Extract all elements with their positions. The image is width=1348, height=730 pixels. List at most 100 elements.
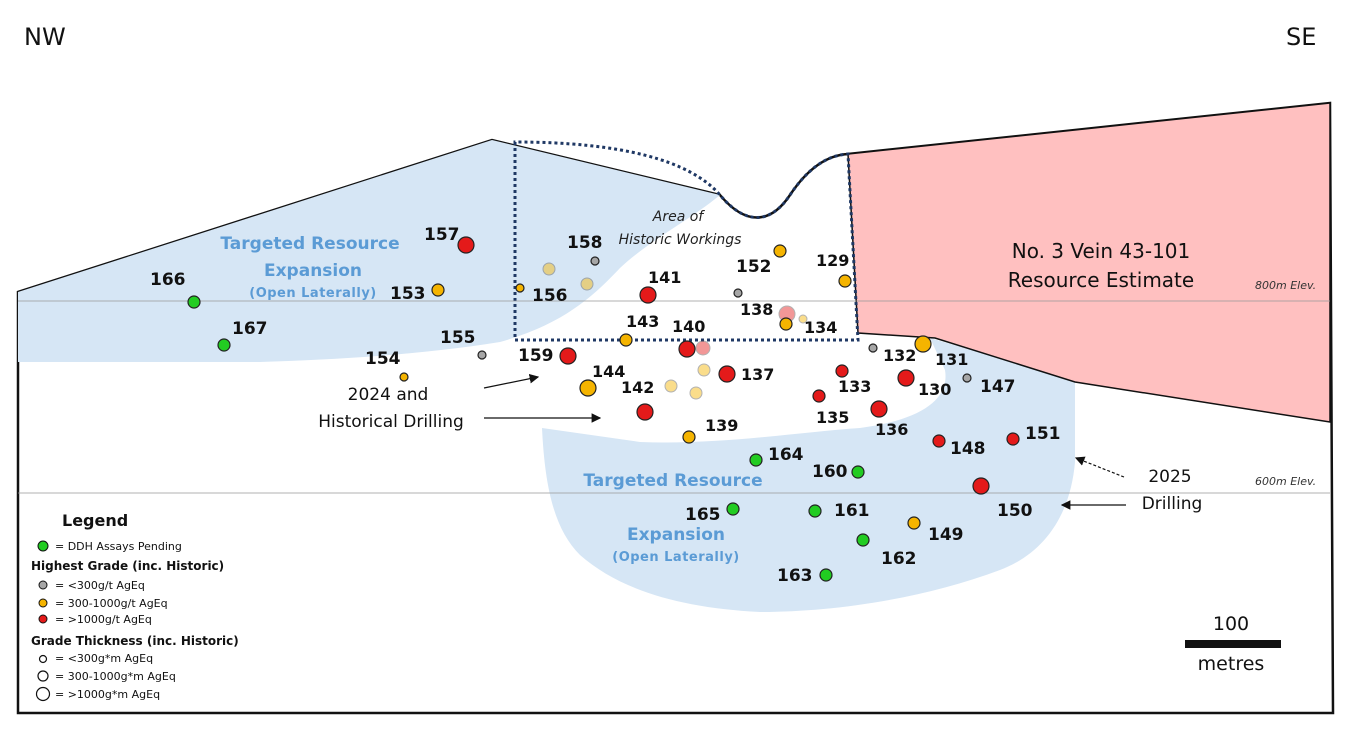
lower-zone-subtitle: (Open Laterally) <box>612 550 740 565</box>
drillhole-136-marker <box>870 400 888 418</box>
drillhole-129-marker <box>838 274 852 288</box>
drillhole-157-marker <box>457 236 475 254</box>
drillhole-144-label: 144 <box>592 362 625 381</box>
callout-2024-line2: Historical Drilling <box>318 412 464 432</box>
drillhole-153-label: 153 <box>390 284 426 304</box>
legend-thickness-medium-symbol <box>37 670 49 682</box>
lower-expansion-zone <box>542 338 1075 612</box>
drillhole-149-marker <box>907 516 921 530</box>
drillhole-140-marker <box>678 340 696 358</box>
drillhole-166-label: 166 <box>150 270 186 290</box>
callout-2024-arrow-1 <box>483 373 540 389</box>
drillhole-143-marker <box>619 333 633 347</box>
drillhole-147-label: 147 <box>980 377 1016 397</box>
drillhole-162-marker <box>856 533 870 547</box>
legend-thickness-medium-label: = 300-1000g*m AgEq <box>55 670 176 683</box>
callout-2025-arrow-1 <box>1074 456 1125 478</box>
drillhole-133-label: 133 <box>838 377 871 396</box>
elevation-label-800: 800m Elev. <box>1255 279 1316 292</box>
drillhole-137-marker <box>718 365 736 383</box>
legend-thickness-small-label: = <300g*m AgEq <box>55 652 153 665</box>
drillhole-130-label: 130 <box>918 380 951 399</box>
drillhole-149-label: 149 <box>928 525 964 545</box>
drillhole-135-marker <box>812 389 826 403</box>
legend-pending-symbol <box>37 540 49 552</box>
drillhole-167-label: 167 <box>232 319 268 339</box>
legend-thickness-heading: Grade Thickness (inc. Historic) <box>31 634 239 648</box>
legend-thickness-small-symbol <box>38 654 48 664</box>
drillhole-155-label: 155 <box>440 328 476 348</box>
legend-grade-high-symbol <box>38 614 48 624</box>
drillhole-138-marker <box>733 288 743 298</box>
drillhole-132-label: 132 <box>883 346 916 365</box>
drillhole-155-marker <box>477 350 487 360</box>
drillhole-131-marker <box>914 335 932 353</box>
drillhole-151-label: 151 <box>1025 424 1061 444</box>
scale-bar <box>1185 640 1281 648</box>
legend-grade-low-label: = <300g/t AgEq <box>55 579 145 592</box>
drillhole-164-marker <box>749 453 763 467</box>
drillhole-159-marker <box>559 347 577 365</box>
upper-zone-subtitle: (Open Laterally) <box>249 286 377 301</box>
legend-title: Legend <box>62 511 128 530</box>
drillhole-147-marker <box>962 373 972 383</box>
drillhole-156-marker <box>515 283 525 293</box>
drillhole-158-label: 158 <box>567 233 603 253</box>
upper-zone-title-2: Expansion <box>264 261 362 281</box>
se-label: SE <box>1286 23 1316 51</box>
drillhole-154-marker <box>399 372 409 382</box>
drillhole-161-marker <box>808 504 822 518</box>
drillhole-160-label: 160 <box>812 462 848 482</box>
drillhole-148-marker <box>932 434 946 448</box>
drillhole-148-label: 148 <box>950 439 986 459</box>
scale-value: 100 <box>1213 613 1249 635</box>
drillhole-152-label: 152 <box>736 257 772 277</box>
legend: Legend = DDH Assays Pending Highest Grad… <box>31 511 239 702</box>
drillhole-165-label: 165 <box>685 505 721 525</box>
drillhole-140-label: 140 <box>672 317 705 336</box>
drillhole-130-marker <box>897 369 915 387</box>
historic-label: Area of <box>652 209 706 225</box>
drillhole-159-label: 159 <box>518 346 554 366</box>
drillhole-151-marker <box>1006 432 1020 446</box>
drillhole-150-marker <box>972 477 990 495</box>
drillhole-154-label: 154 <box>365 349 401 369</box>
resource-label-2: Resource Estimate <box>1008 268 1194 292</box>
drillhole-136-label: 136 <box>875 420 908 439</box>
drillhole-139-label: 139 <box>705 416 738 435</box>
drillhole-129-label: 129 <box>816 251 849 270</box>
drillhole-156-label: 156 <box>532 286 568 306</box>
drillhole-134-marker <box>779 317 793 331</box>
legend-grade-medium-symbol <box>38 598 48 608</box>
resource-label: No. 3 Vein 43-101 <box>1012 239 1191 263</box>
drillhole-157-label: 157 <box>424 225 460 245</box>
drillhole-133-marker <box>835 364 849 378</box>
legend-grade-low-symbol <box>38 580 48 590</box>
callout-2025-line1: 2025 <box>1148 467 1191 487</box>
legend-pending-label: = DDH Assays Pending <box>55 540 182 553</box>
drillhole-135-label: 135 <box>816 408 849 427</box>
drillhole-143-label: 143 <box>626 312 659 331</box>
drillhole-158-marker <box>590 256 600 266</box>
drillhole-164-label: 164 <box>768 445 804 465</box>
lower-zone-title: Targeted Resource <box>583 471 762 491</box>
nw-label: NW <box>24 23 66 51</box>
drillhole-142-label: 142 <box>621 378 654 397</box>
drillhole-132-marker <box>868 343 878 353</box>
drillhole-139-marker <box>682 430 696 444</box>
drillhole-160-marker <box>851 465 865 479</box>
legend-thickness-large-symbol <box>35 686 51 702</box>
historic-workings-boundary <box>513 140 860 342</box>
drillhole-131-label: 131 <box>935 350 968 369</box>
drillhole-152-marker <box>773 244 787 258</box>
drillhole-144-marker <box>579 379 597 397</box>
drillhole-166-marker <box>187 295 201 309</box>
drillhole-153-marker <box>431 283 445 297</box>
drillhole-138-label: 138 <box>740 300 773 319</box>
drillhole-141-marker <box>639 286 657 304</box>
faded-historic-holes <box>542 262 808 400</box>
legend-grade-medium-label: = 300-1000g/t AgEq <box>55 597 168 610</box>
elevation-label-600: 600m Elev. <box>1255 475 1316 488</box>
scale-unit: metres <box>1198 653 1265 675</box>
